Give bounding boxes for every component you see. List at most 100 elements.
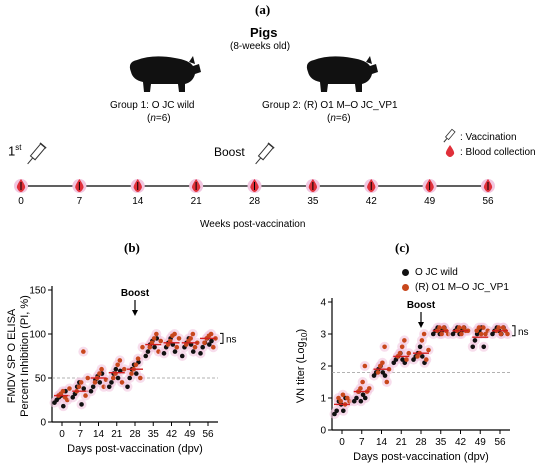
vp1-point [437, 325, 442, 330]
wild-point [481, 344, 487, 350]
x-tick-label: 56 [494, 437, 506, 448]
panel-b-label: (b) [124, 240, 140, 255]
week-tick-label: 14 [132, 196, 144, 207]
panel-c-label: (c) [395, 240, 410, 255]
vp1-point [481, 325, 486, 330]
wild-point [332, 411, 337, 417]
vp1-point [176, 336, 182, 341]
vp1-point [421, 331, 427, 337]
vp1-point [92, 380, 98, 385]
vp1-point [375, 370, 381, 375]
wild-point [430, 331, 436, 337]
week-tick-label: 0 [18, 196, 24, 207]
vp1-point [384, 379, 390, 385]
y-axis-label: VN titer (Log10) [295, 329, 309, 403]
vp1-point [83, 393, 88, 398]
wild-point [362, 395, 368, 401]
wild-point [179, 353, 185, 359]
x-tick-label: 42 [455, 437, 467, 448]
vp1-point [358, 386, 363, 391]
vp1-point [397, 350, 403, 356]
vp1-point [474, 328, 480, 334]
vp1-point [360, 379, 365, 385]
vp1-point [424, 357, 429, 362]
vp1-point [208, 331, 214, 337]
vp1-point [121, 366, 127, 372]
wild-point [341, 408, 346, 414]
vp1-point [402, 338, 407, 343]
vp1-point [60, 388, 66, 394]
x-tick-label: 0 [339, 437, 345, 448]
wild-point [127, 375, 132, 381]
vp1-point [441, 325, 447, 330]
vp1-point [380, 360, 385, 366]
vp1-point [113, 371, 118, 376]
boost-annotation: Boost [121, 288, 150, 299]
vp1-point [158, 338, 164, 344]
wild-point [152, 344, 157, 350]
wild-point [360, 392, 366, 398]
x-tick-label: 49 [184, 429, 196, 440]
vp1-point [174, 344, 180, 350]
vp1-point [190, 331, 196, 337]
vp1-point [459, 331, 464, 337]
wild-point [358, 398, 364, 404]
wild-point [382, 373, 388, 378]
vp1-point [119, 380, 125, 385]
y-tick-label: 2 [320, 362, 326, 373]
wild-point [198, 351, 203, 356]
pig-icon-group2 [306, 56, 378, 92]
vp1-point [478, 331, 484, 337]
vp1-point [461, 325, 466, 330]
boost-annotation: Boost [407, 300, 436, 311]
vp1-point [399, 344, 405, 350]
ns-annotation: ns [226, 334, 237, 345]
wild-point [472, 338, 478, 343]
x-tick-label: 14 [93, 429, 105, 440]
y-tick-label: 1 [320, 394, 326, 405]
wild-point [380, 370, 386, 375]
vp1-point [133, 362, 139, 368]
vp1-point [211, 344, 216, 350]
vp1-point [366, 386, 372, 391]
group2-label: Group 2: (R) O1 M–O JC_VP1 [262, 100, 398, 111]
syringe-icon-legend [443, 128, 456, 143]
x-tick-label: 56 [202, 429, 214, 440]
legend-wild: O JC wild [402, 267, 458, 278]
boost-label-a: Boost [214, 145, 245, 159]
week-tick-label: 42 [365, 196, 377, 207]
wild-point [207, 342, 212, 347]
group1-label: Group 1: O JC wild [110, 100, 195, 111]
x-tick-label: 7 [77, 429, 83, 440]
week-tick-label: 7 [76, 196, 83, 207]
wild-point [113, 366, 119, 372]
vp1-point [99, 366, 104, 372]
vp1-point [97, 371, 102, 376]
legend-wild-marker [402, 268, 409, 276]
wild-point [81, 386, 87, 391]
wild-point [209, 338, 214, 344]
x-tick-label: 7 [359, 437, 365, 448]
week-tick-label: 21 [190, 196, 202, 207]
vp1-point [138, 375, 143, 381]
vp1-point [67, 386, 72, 391]
x-tick-label: 35 [435, 437, 447, 448]
x-tick-label: 21 [111, 429, 123, 440]
vp1-point [147, 344, 153, 350]
legend-vp1-marker [402, 283, 409, 291]
y-axis-label-line2: Percent Inhibition (PI, %) [19, 295, 31, 417]
wild-point [109, 380, 114, 385]
vp1-point [129, 371, 134, 376]
y-tick-label: 0 [40, 418, 46, 429]
wild-point [161, 351, 167, 356]
week-tick-label: 56 [482, 196, 494, 207]
y-tick-label: 100 [29, 330, 46, 341]
first-vaccination-label: 1st [8, 143, 22, 159]
boost-arrowhead [418, 322, 424, 328]
wild-point [125, 384, 130, 390]
vp1-point [135, 356, 141, 361]
wild-point [354, 395, 359, 401]
x-axis-label: Days post-vaccination (dpv) [353, 451, 489, 463]
vp1-point [338, 398, 344, 404]
blood-drop-icon-legend [445, 145, 455, 157]
